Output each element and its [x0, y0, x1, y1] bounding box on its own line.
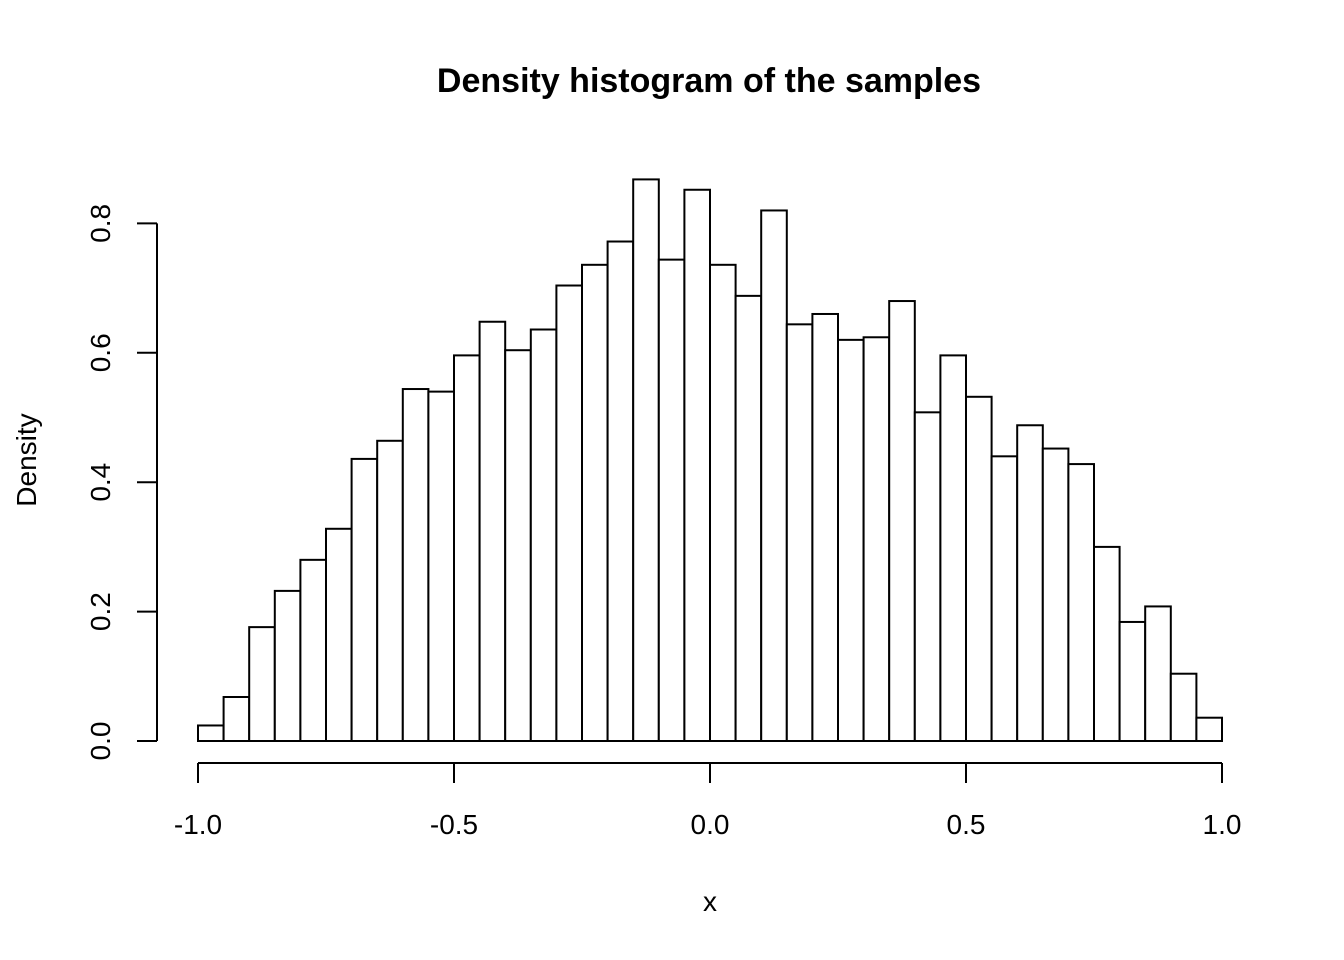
x-tick-label-1: -0.5 — [430, 809, 478, 840]
histogram-bar-13 — [529, 328, 558, 742]
histogram-bar-16 — [606, 240, 635, 743]
histogram-bar-5 — [325, 527, 353, 742]
histogram-bar-37 — [1144, 605, 1172, 743]
histogram-bar-28 — [913, 411, 942, 742]
histogram-bar-33 — [1041, 447, 1070, 742]
y-tick-label-3: 0.6 — [85, 333, 116, 372]
histogram-bar-8 — [401, 388, 430, 742]
histogram-bar-1 — [222, 696, 251, 743]
histogram-bar-30 — [965, 395, 993, 742]
histogram-bar-2 — [248, 626, 276, 742]
histogram-bar-31 — [990, 455, 1019, 742]
histogram-bar-36 — [1118, 620, 1147, 743]
histogram-bar-15 — [581, 263, 609, 742]
histogram-bar-19 — [683, 188, 712, 743]
y-axis-ticks: 0.0 0.2 0.4 0.6 0.8 — [85, 204, 157, 761]
y-tick-label-2: 0.4 — [85, 463, 116, 502]
x-tick-label-2: 0.0 — [691, 809, 730, 840]
x-axis: -1.0 -0.5 0.0 0.5 1.0 — [174, 762, 1242, 840]
histogram-bar-17 — [632, 178, 660, 743]
x-tick-label-0: -1.0 — [174, 809, 222, 840]
histogram-bar-4 — [299, 558, 327, 743]
histogram-bar-23 — [785, 323, 814, 742]
histogram-bar-11 — [478, 320, 507, 742]
histogram-bar-0 — [197, 724, 225, 742]
histogram-bar-24 — [811, 312, 840, 742]
histogram-bar-38 — [1169, 672, 1198, 742]
chart-title: Density histogram of the samples — [437, 62, 981, 100]
histogram-bar-35 — [1093, 545, 1121, 743]
histogram-bar-7 — [376, 439, 404, 742]
histogram-bar-27 — [888, 300, 916, 742]
x-axis-label: x — [703, 886, 717, 917]
y-axis: 0.0 0.2 0.4 0.6 0.8 — [85, 204, 158, 761]
histogram-bar-6 — [350, 457, 379, 742]
x-axis-ticks: -1.0 -0.5 0.0 0.5 1.0 — [174, 763, 1242, 840]
y-tick-label-0: 0.0 — [85, 722, 116, 761]
histogram-bar-12 — [504, 349, 532, 742]
histogram-bar-25 — [837, 338, 865, 742]
histogram-bar-22 — [760, 209, 788, 742]
histogram-bars — [197, 178, 1224, 743]
y-tick-label-1: 0.2 — [85, 592, 116, 631]
histogram-bar-3 — [273, 589, 302, 742]
histogram-bar-26 — [862, 336, 891, 742]
histogram-bar-9 — [427, 390, 455, 742]
x-tick-label-3: 0.5 — [947, 809, 986, 840]
y-axis-label: Density — [11, 413, 42, 506]
histogram-bar-14 — [555, 284, 584, 742]
histogram-bar-39 — [1195, 716, 1224, 743]
x-tick-label-4: 1.0 — [1203, 809, 1242, 840]
histogram-bar-29 — [939, 354, 968, 742]
histogram-bar-21 — [734, 294, 763, 742]
histogram-bar-10 — [453, 354, 481, 742]
histogram-bar-32 — [1016, 424, 1044, 742]
y-tick-label-4: 0.8 — [85, 204, 116, 243]
histogram-bar-18 — [657, 258, 686, 742]
histogram-bar-20 — [709, 263, 737, 742]
histogram-bar-34 — [1067, 463, 1096, 742]
